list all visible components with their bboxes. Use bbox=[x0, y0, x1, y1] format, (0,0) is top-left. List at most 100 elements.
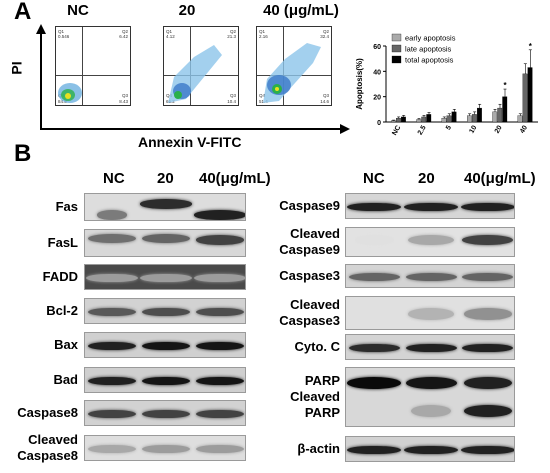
blot-image-left-blots-2 bbox=[84, 264, 246, 290]
x-tick-label-3: 10 bbox=[468, 124, 478, 134]
blot-image-left-blots-4 bbox=[84, 332, 246, 358]
bar-5-1 bbox=[446, 115, 452, 123]
band-right-blots-1-2 bbox=[462, 234, 514, 246]
bar-2.5-2 bbox=[426, 114, 432, 123]
blot-label-right-blots-3: Cleaved Caspase3 bbox=[279, 297, 340, 328]
blot-label-left-blots-7: Cleaved Caspase8 bbox=[17, 432, 78, 463]
blot-image-right-blots-1 bbox=[345, 227, 515, 257]
blot-image-right-blots-2 bbox=[345, 264, 515, 288]
band-left-blots-4-1 bbox=[141, 341, 191, 351]
blot-label-left-blots-6: Caspase8 bbox=[17, 405, 78, 420]
panel-a-letter: A bbox=[14, 0, 32, 25]
blot-label-left-blots-1: FasL bbox=[47, 235, 78, 250]
bar-20-0 bbox=[492, 111, 498, 123]
band-left-blots-4-0 bbox=[87, 341, 137, 351]
band-left-blots-1-0 bbox=[87, 233, 137, 244]
flow-plot-nc: Q10.546 Q26.42 Q484.8 Q38.43 bbox=[55, 26, 131, 106]
apoptosis-bar-chart: 0 20 40 60 Apoptosis(%) NC 2.5 5 10 20 40 * * early a… bbox=[355, 34, 538, 137]
legend-label-0: early apoptosis bbox=[405, 34, 456, 43]
blot-image-left-blots-0 bbox=[84, 193, 246, 221]
left-lane-20: 20 bbox=[157, 170, 174, 187]
band-right-blots-6-1 bbox=[404, 445, 458, 455]
band-left-blots-5-1 bbox=[141, 376, 191, 386]
band-right-blots-2-0 bbox=[348, 272, 400, 282]
band-left-blots-7-2 bbox=[195, 444, 245, 454]
left-lane-nc: NC bbox=[103, 170, 125, 187]
band-left-blots-3-1 bbox=[141, 307, 191, 317]
blot-image-left-blots-6 bbox=[84, 400, 246, 426]
y-tick-label-0: 0 bbox=[377, 120, 381, 127]
y-tick-label-3: 60 bbox=[373, 44, 381, 51]
bar-40-0 bbox=[517, 115, 523, 123]
band-left-blots-2-1 bbox=[140, 273, 192, 283]
bar-2.5-0 bbox=[416, 119, 422, 123]
blot-label-left-blots-5: Bad bbox=[53, 372, 78, 387]
band-right-blots-1-1 bbox=[408, 234, 454, 246]
legend-label-2: total apoptosis bbox=[405, 56, 454, 65]
bar-10-0 bbox=[467, 115, 472, 123]
blot-image-right-blots-6 bbox=[345, 436, 515, 462]
scatter-nc bbox=[58, 83, 82, 103]
bar-NC-1 bbox=[396, 118, 401, 123]
band-left-blots-6-0 bbox=[87, 409, 137, 419]
band-right-blots-6-2 bbox=[460, 445, 514, 455]
band-right-blots-0-2 bbox=[460, 202, 514, 212]
blot-image-right-blots-0 bbox=[345, 193, 515, 219]
x-axis-arrow bbox=[40, 124, 350, 134]
blot-label-left-blots-3: Bcl-2 bbox=[46, 303, 78, 318]
band-right-blots-2-2 bbox=[462, 272, 514, 282]
band-left-blots-3-2 bbox=[195, 307, 245, 317]
bar-40-1 bbox=[522, 73, 528, 123]
band-right-blots-4-0 bbox=[348, 343, 400, 353]
band-left-blots-3-0 bbox=[87, 307, 137, 317]
bar-NC-2 bbox=[401, 116, 406, 123]
band-left-blots-0-2 bbox=[194, 210, 245, 220]
scatter-20 bbox=[168, 45, 222, 103]
blot-image-right-blots-3 bbox=[345, 296, 515, 330]
band-right-blots-3-2 bbox=[463, 308, 512, 320]
band-left-blots-7-1 bbox=[141, 444, 191, 454]
flow-label-20: 20 bbox=[178, 2, 196, 19]
band-right-blots-5-5 bbox=[463, 405, 512, 418]
x-tick-label-1: 2.5 bbox=[417, 124, 428, 136]
band-right-blots-1-0 bbox=[354, 234, 395, 246]
right-lane-20: 20 bbox=[418, 170, 435, 187]
band-left-blots-5-2 bbox=[195, 376, 245, 386]
blot-label-right-blots-6: β-actin bbox=[297, 441, 340, 456]
flow-label-nc: NC bbox=[67, 2, 89, 19]
y-axis-title: PI bbox=[8, 61, 25, 75]
band-right-blots-5-0 bbox=[347, 377, 402, 389]
significance-mark-0: * bbox=[503, 81, 507, 90]
legend-label-1: late apoptosis bbox=[405, 45, 452, 54]
band-left-blots-0-1 bbox=[140, 199, 192, 209]
significance-mark-1: * bbox=[529, 42, 533, 51]
flow-label-40: 40 (μg/mL) bbox=[263, 2, 339, 19]
y-tick-label-1: 20 bbox=[373, 95, 381, 102]
blot-label-right-blots-5: PARP Cleaved PARP bbox=[290, 373, 340, 420]
bar-20-1 bbox=[497, 107, 503, 123]
right-lane-nc: NC bbox=[363, 170, 385, 187]
band-right-blots-0-0 bbox=[347, 202, 402, 212]
y-axis-label: Apoptosis(%) bbox=[355, 58, 364, 110]
band-right-blots-3-0 bbox=[354, 308, 395, 320]
band-left-blots-2-2 bbox=[194, 273, 245, 283]
x-tick-label-2: 5 bbox=[445, 124, 453, 131]
band-right-blots-4-1 bbox=[405, 343, 457, 353]
bar-NC-0 bbox=[391, 120, 396, 123]
band-right-blots-5-1 bbox=[405, 377, 457, 389]
x-tick-label-4: 20 bbox=[494, 124, 504, 134]
panel-b-letter: B bbox=[14, 140, 32, 167]
bar-10-1 bbox=[472, 114, 477, 123]
blot-image-right-blots-4 bbox=[345, 334, 515, 360]
blot-label-right-blots-4: Cyto. C bbox=[294, 339, 341, 354]
y-tick-label-2: 40 bbox=[373, 69, 381, 76]
band-left-blots-6-2 bbox=[195, 409, 245, 419]
blot-label-right-blots-0: Caspase9 bbox=[279, 198, 340, 213]
band-right-blots-2-1 bbox=[405, 272, 457, 282]
x-tick-label-0: NC bbox=[391, 125, 402, 137]
blot-image-right-blots-5 bbox=[345, 367, 515, 427]
band-right-blots-5-4 bbox=[411, 405, 451, 418]
band-right-blots-0-1 bbox=[404, 202, 458, 212]
